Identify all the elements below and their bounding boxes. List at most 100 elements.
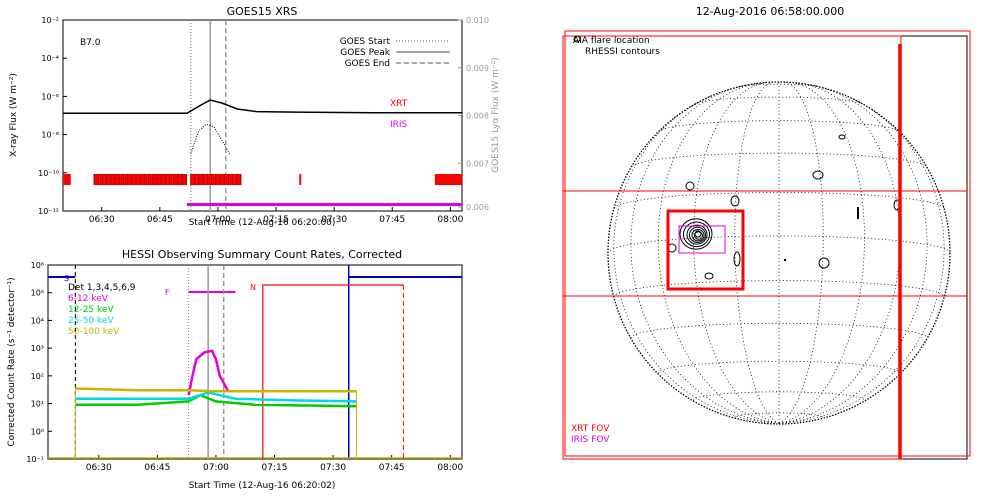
rhessi-contour: [689, 226, 706, 243]
goes-y-label: X-ray Flux (W m⁻²): [9, 73, 19, 157]
longitude-line: [778, 82, 865, 424]
hessi-x-tick-label: 07:15: [262, 463, 288, 473]
goes-class-label: B7.0: [80, 38, 101, 48]
rhessi-contour: [733, 251, 741, 267]
goes-x-tick-label: 08:00: [437, 215, 463, 225]
iris-fov-box: [678, 225, 726, 254]
longitude-line: [693, 82, 780, 424]
hessi-y-ticks: 10⁶ 10⁵ 10⁴ 10³ 10² 10¹ 10⁰ 10⁻¹: [26, 261, 52, 464]
hessi-x-tick-label: 07:00: [203, 463, 229, 473]
legend-goes-peak: GOES Peak: [340, 48, 390, 58]
hessi-y-tick-label: 10⁰: [31, 427, 44, 436]
hessi-y-tick-label: 10⁵: [31, 289, 44, 298]
hessi-flag-n: N: [250, 283, 256, 292]
xrt-fov-outer: [564, 30, 971, 457]
hessi-x-tick-label: 08:00: [437, 463, 463, 473]
goes-series-short: [190, 123, 231, 154]
goes-x-tick-label: 07:15: [263, 215, 289, 225]
aia-flare-location: [694, 230, 702, 238]
iris-fov-label: IRIS FOV: [571, 435, 610, 445]
longitude-line: [613, 95, 780, 424]
goes-right-tick-label: 0.007: [466, 159, 489, 168]
rhessi-contour: [686, 224, 708, 245]
hessi-y-tick-label: 10⁴: [31, 316, 44, 325]
goes-y-tick-label: 10⁻⁴: [41, 54, 59, 63]
hessi-x-tick-label: 07:45: [379, 463, 405, 473]
night-flag-line: [262, 284, 404, 459]
goes-y-tick-label: 10⁻¹⁰: [38, 169, 59, 178]
latitude-line: [734, 412, 824, 418]
goes-right-tick-label: 0.008: [466, 112, 489, 121]
aia-flare-marker-icon: [573, 35, 581, 43]
hessi-legend-6-12: 6-12 keV: [68, 294, 109, 304]
hessi-panel: HESSI Observing Summary Count Rates, Cor…: [7, 248, 464, 491]
hessi-series-25-50keV: [75, 391, 357, 403]
goes-x-label: Start Time (12-Aug-16 06:20:00): [189, 218, 336, 228]
longitude-line: [734, 81, 780, 424]
hessi-x-label: Start Time (12-Aug-16 06:20:02): [189, 481, 336, 491]
hessi-flag-f: F: [165, 288, 170, 297]
xrt-coverage-bar: [299, 174, 302, 185]
goes-x-tick-label: 07:00: [205, 215, 231, 225]
goes-right-tick-label: 0.009: [466, 64, 489, 73]
longitude-line: [778, 82, 901, 424]
goes-right-ticks: 0.010 0.009 0.008 0.007 0.006: [458, 16, 489, 212]
legend-goes-start: GOES Start: [340, 37, 391, 47]
longitude-line: [778, 84, 928, 424]
hessi-x-tick-label: 07:30: [320, 463, 346, 473]
iris-label: IRIS: [390, 120, 408, 130]
rhessi-contour: [838, 134, 846, 140]
rhessi-contour: [691, 229, 705, 242]
goes-legend: GOES Start GOES Peak GOES End: [340, 37, 450, 69]
goes-series-long: [63, 99, 462, 115]
hessi-plot-frame: [47, 264, 463, 460]
longitude-line: [778, 95, 945, 424]
longitude-line: [630, 84, 780, 424]
xrt-coverage-bar: [434, 174, 462, 185]
rhessi-contour: [730, 195, 740, 207]
longitude-line: [657, 82, 780, 424]
goes-y-tick-label: 10⁻¹²: [38, 207, 59, 216]
latitude-line: [630, 322, 928, 339]
hessi-series-6-12keV: [187, 349, 229, 396]
hessi-y-tick-label: 10⁶: [31, 261, 44, 270]
hessi-marks: [48, 265, 462, 459]
latitude-line: [693, 391, 865, 401]
fov-boxes: [562, 30, 971, 460]
hessi-x-tick-label: 06:45: [144, 463, 170, 473]
hessi-y-tick-label: 10⁻¹: [26, 455, 44, 464]
goes-y-tick-label: 10⁻⁶: [41, 92, 59, 101]
latitude-line: [657, 360, 901, 374]
hessi-y-tick-label: 10¹: [31, 400, 44, 409]
goes-panel: GOES15 XRS 06:30 06:45 07:00 07:15 07:30 07:4…: [9, 5, 501, 228]
hessi-legend-title: Det 1,3,4,5,6,9: [68, 283, 136, 293]
sun-title: 12-Aug-2016 06:58:00.000: [696, 5, 845, 18]
legend-goes-end: GOES End: [345, 59, 390, 69]
rhessi-contour: [683, 221, 710, 248]
hessi-legend: Det 1,3,4,5,6,9 6-12 keV 12-25 keV 25-50…: [68, 283, 136, 337]
goes-x-tick-label: 07:45: [379, 215, 405, 225]
hessi-title: HESSI Observing Summary Count Rates, Cor…: [122, 248, 402, 261]
iris-coverage-bar: [186, 203, 462, 206]
rhessi-contour: [818, 257, 830, 269]
goes-marks: [63, 20, 462, 211]
goes-y-ticks: 10⁻² 10⁻⁴ 10⁻⁶ 10⁻⁸ 10⁻¹⁰ 10⁻¹²: [38, 16, 67, 216]
goes-y-tick-label: 10⁻⁸: [41, 131, 59, 140]
goes-x-tick-label: 06:45: [147, 215, 173, 225]
goes-x-tick-label: 07:30: [321, 215, 347, 225]
xrt-zoom-box: [666, 209, 745, 291]
goes-x-ticks: 06:30 06:45 07:00 07:15 07:30 07:45 08:00: [89, 207, 464, 225]
xrt-coverage-bar: [63, 174, 71, 185]
hessi-y-label: Corrected Count Rate (s⁻¹ detector⁻¹): [7, 277, 17, 446]
hessi-x-tick-label: 06:30: [86, 463, 112, 473]
goes-title: GOES15 XRS: [227, 5, 298, 18]
rhessi-contour: [783, 258, 787, 262]
hessi-y-tick-label: 10²: [31, 372, 44, 381]
rhessi-contour: [685, 181, 695, 191]
aia-flare-location-label: AIA flare location: [573, 36, 650, 46]
sun-panel: 12-Aug-2016 06:58:00.000 AIA flare locat…: [562, 5, 971, 460]
hessi-legend-25-50: 25-50 keV: [68, 316, 114, 326]
goes-right-tick-label: 0.010: [466, 16, 489, 25]
goes-y-tick-label: 10⁻²: [41, 16, 59, 25]
